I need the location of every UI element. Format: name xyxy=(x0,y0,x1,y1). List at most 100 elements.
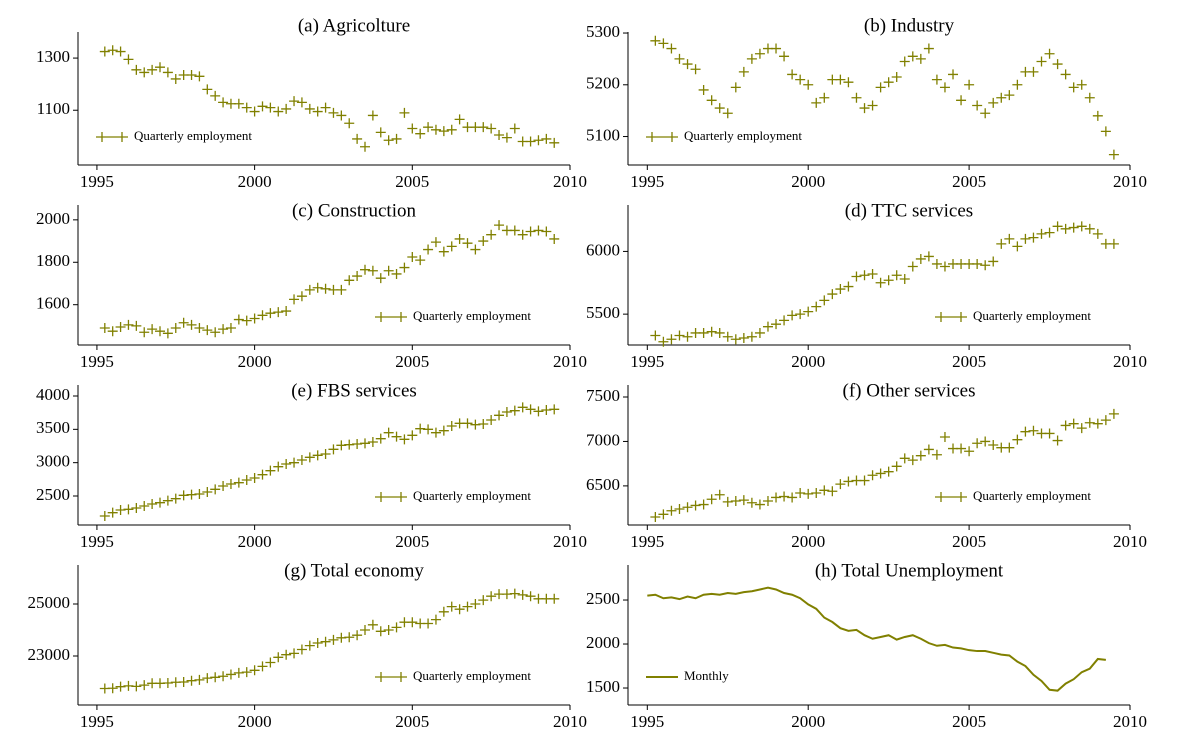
panel-title: (a) Agricolture xyxy=(298,15,410,36)
point xyxy=(835,74,846,85)
panel: 1995 2000 2005 2010 1600 1800 2000 (c) Construc… xyxy=(36,200,587,371)
x-tick-label: 1995 xyxy=(630,172,664,191)
legend-symbol xyxy=(375,672,407,682)
point xyxy=(273,307,284,318)
point xyxy=(706,494,717,505)
point xyxy=(430,237,441,248)
y-tick-label: 3500 xyxy=(36,418,70,437)
x-tick-label: 1995 xyxy=(80,352,114,371)
point xyxy=(170,323,181,334)
point xyxy=(178,490,189,501)
point xyxy=(939,82,950,93)
point xyxy=(155,326,165,337)
point xyxy=(1052,221,1063,232)
point xyxy=(883,275,894,286)
point xyxy=(423,244,434,255)
point xyxy=(170,73,181,84)
point xyxy=(99,323,110,334)
point xyxy=(415,128,426,139)
point xyxy=(344,439,355,450)
point xyxy=(1036,228,1047,239)
point xyxy=(107,507,118,518)
point xyxy=(194,323,205,334)
legend-symbol xyxy=(935,312,967,322)
point xyxy=(972,258,983,269)
point xyxy=(162,495,173,506)
point xyxy=(281,649,292,660)
point xyxy=(131,320,142,331)
x-tick-label: 2005 xyxy=(395,532,429,551)
point xyxy=(391,622,402,633)
y-tick-label: 2000 xyxy=(36,209,70,228)
y-tick-label: 3000 xyxy=(36,452,70,471)
point xyxy=(147,64,158,75)
point xyxy=(746,331,757,342)
point xyxy=(131,503,142,513)
point xyxy=(803,306,814,317)
point xyxy=(233,314,244,325)
point xyxy=(352,439,363,449)
y-tick-label: 7000 xyxy=(586,430,620,449)
y-tick-label: 1300 xyxy=(36,47,70,66)
point xyxy=(478,419,489,429)
point xyxy=(312,637,323,648)
point xyxy=(462,418,473,429)
point xyxy=(328,444,339,455)
point xyxy=(1060,223,1071,234)
point xyxy=(859,475,870,486)
point xyxy=(115,505,126,515)
point xyxy=(754,48,765,59)
point xyxy=(289,294,300,305)
point xyxy=(320,283,331,294)
point xyxy=(1068,222,1079,233)
point xyxy=(1076,423,1087,434)
point xyxy=(344,275,355,286)
legend-label: Quarterly employment xyxy=(413,488,531,503)
point xyxy=(304,284,315,295)
point xyxy=(666,505,677,516)
point xyxy=(1052,435,1063,446)
panel: 1995 2000 2005 2010 5100 5200 5300 (b) Industry… xyxy=(586,15,1147,191)
point xyxy=(225,323,236,334)
point xyxy=(714,327,725,338)
x-tick-label: 1995 xyxy=(80,532,114,551)
point xyxy=(438,246,449,257)
legend-symbol xyxy=(375,492,407,502)
point xyxy=(931,449,942,460)
panel: 1995 2000 2005 2010 1100 1300 (a) Agricolture Q… xyxy=(36,15,587,191)
point xyxy=(249,665,260,676)
x-tick-label: 2005 xyxy=(952,172,986,191)
panel: 1995 2000 2005 2010 2500 3000 3500 4000 (e) FBS … xyxy=(36,380,587,551)
point xyxy=(1012,241,1023,252)
x-tick-label: 1995 xyxy=(80,172,114,191)
point xyxy=(312,106,323,117)
point xyxy=(430,614,441,625)
y-tick-label: 5100 xyxy=(586,125,620,144)
point xyxy=(907,261,918,272)
legend-label: Quarterly employment xyxy=(413,308,531,323)
legend-label: Quarterly employment xyxy=(134,128,252,143)
point xyxy=(1012,434,1023,445)
point xyxy=(1036,56,1047,67)
x-tick-label: 1995 xyxy=(630,712,664,731)
point xyxy=(1108,408,1119,419)
panel: 1995 2000 2005 2010 1500 2000 2500 (h) Total Un… xyxy=(586,560,1147,731)
point xyxy=(891,461,902,472)
point xyxy=(273,106,284,117)
point xyxy=(722,496,733,507)
point xyxy=(738,66,749,77)
point xyxy=(478,595,489,606)
line xyxy=(647,586,1106,692)
point xyxy=(827,486,838,497)
point xyxy=(771,492,782,503)
point xyxy=(517,229,528,240)
point xyxy=(147,324,158,335)
panel-title: (d) TTC services xyxy=(845,200,973,221)
panel-title: (g) Total economy xyxy=(284,560,424,581)
point xyxy=(486,591,497,602)
point xyxy=(423,122,434,133)
x-tick-label: 2005 xyxy=(395,712,429,731)
point xyxy=(517,402,528,413)
point xyxy=(1060,69,1071,80)
point xyxy=(367,437,378,447)
